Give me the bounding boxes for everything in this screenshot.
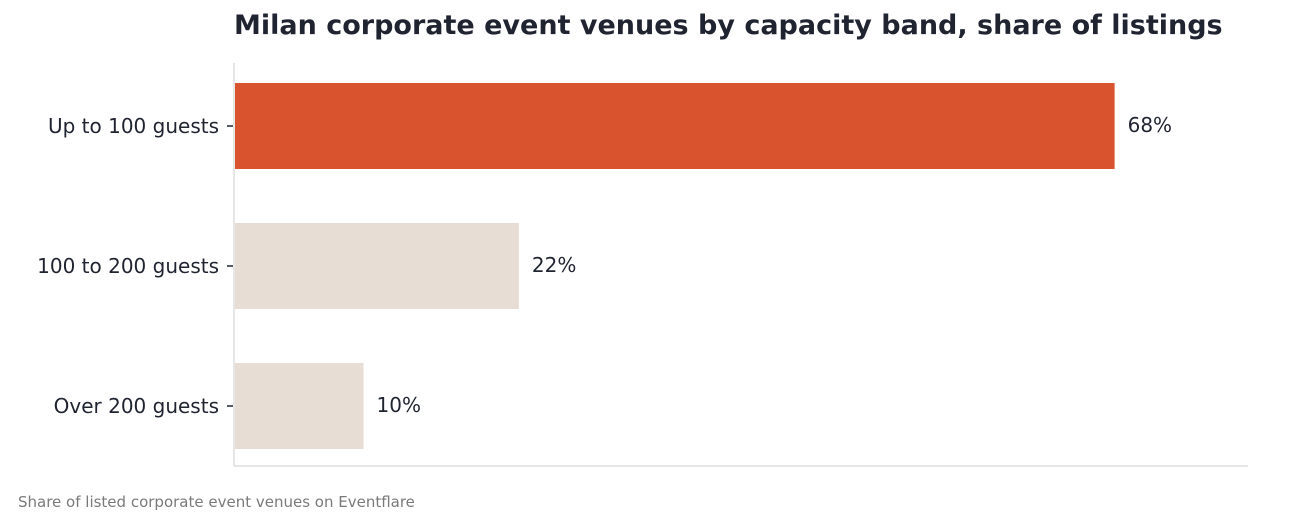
bar [235,363,364,449]
chart-caption: Share of listed corporate event venues o… [18,493,415,511]
y-tick-label: 100 to 200 guests [37,254,219,278]
bar-value-label: 10% [377,393,421,417]
bar-value-label: 22% [532,253,576,277]
bar [235,223,519,309]
bar-value-label: 68% [1128,113,1172,137]
bar [235,83,1115,169]
bars-group [235,83,1115,449]
chart-title: Milan corporate event venues by capacity… [234,10,1223,41]
y-tick-label: Over 200 guests [54,394,219,418]
y-tick-label: Up to 100 guests [48,114,219,138]
